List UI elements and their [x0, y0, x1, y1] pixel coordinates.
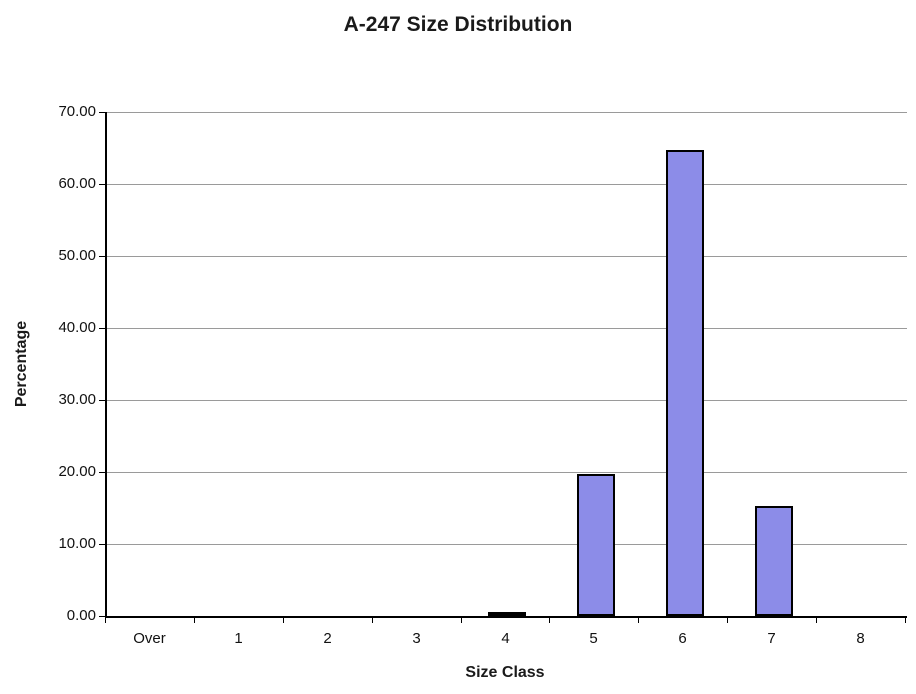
- y-tick-mark: [99, 112, 105, 113]
- gridline: [107, 328, 907, 329]
- y-tick-label: 60.00: [58, 175, 96, 192]
- x-tick-label: 6: [678, 630, 687, 647]
- y-tick-mark: [99, 472, 105, 473]
- x-tick-mark: [461, 618, 462, 623]
- chart-title: A-247 Size Distribution: [343, 13, 573, 36]
- gridline: [107, 184, 907, 185]
- x-tick-mark: [816, 618, 817, 623]
- y-tick-label: 40.00: [58, 319, 96, 336]
- x-tick-label: 1: [234, 630, 243, 647]
- y-tick-label: 70.00: [58, 103, 96, 120]
- gridline: [107, 544, 907, 545]
- gridline: [107, 400, 907, 401]
- x-tick-mark: [549, 618, 550, 623]
- x-tick-label: 8: [856, 630, 865, 647]
- y-tick-mark: [99, 616, 105, 617]
- gridline: [107, 256, 907, 257]
- gridline: [107, 112, 907, 113]
- y-tick-label: 10.00: [58, 535, 96, 552]
- y-tick-mark: [99, 184, 105, 185]
- y-tick-label: 50.00: [58, 247, 96, 264]
- x-tick-label: Over: [133, 630, 166, 647]
- x-tick-mark: [105, 618, 106, 623]
- x-tick-mark: [372, 618, 373, 623]
- x-tick-label: 3: [412, 630, 421, 647]
- bar: [666, 150, 704, 616]
- x-tick-mark: [283, 618, 284, 623]
- x-tick-label: 4: [501, 630, 510, 647]
- y-tick-label: 0.00: [66, 607, 96, 624]
- x-tick-label: 5: [589, 630, 598, 647]
- y-tick-mark: [99, 328, 105, 329]
- y-tick-mark: [99, 544, 105, 545]
- x-axis-label: Size Class: [465, 664, 545, 681]
- x-tick-label: 7: [767, 630, 776, 647]
- bar: [488, 612, 526, 616]
- y-tick-label: 30.00: [58, 391, 96, 408]
- x-tick-mark: [194, 618, 195, 623]
- gridline: [107, 472, 907, 473]
- y-tick-mark: [99, 400, 105, 401]
- bar: [755, 506, 793, 616]
- y-tick-mark: [99, 256, 105, 257]
- x-tick-mark: [638, 618, 639, 623]
- x-tick-label: 2: [323, 630, 332, 647]
- x-tick-mark: [905, 618, 906, 623]
- y-tick-label: 20.00: [58, 463, 96, 480]
- bar: [577, 474, 615, 616]
- plot-area: [105, 112, 907, 618]
- x-tick-mark: [727, 618, 728, 623]
